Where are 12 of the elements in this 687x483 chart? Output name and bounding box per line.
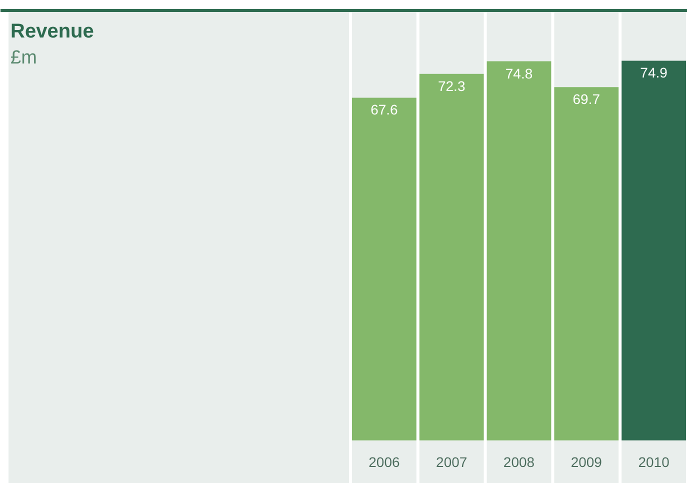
data-label: 69.7 <box>572 91 600 108</box>
x-tick-label: 2008 <box>503 454 535 470</box>
x-tick-label: 2010 <box>638 454 670 470</box>
data-label: 74.8 <box>505 65 533 82</box>
x-tick-label: 2006 <box>368 454 400 470</box>
text: £m <box>10 48 37 68</box>
data-label: 72.3 <box>438 78 466 94</box>
data-label: 67.6 <box>370 102 398 118</box>
x-tick-label: 2009 <box>570 454 602 470</box>
x-tick-label: 2007 <box>436 454 468 470</box>
data-label: 74.9 <box>640 64 668 81</box>
text: Revenue <box>10 20 94 42</box>
